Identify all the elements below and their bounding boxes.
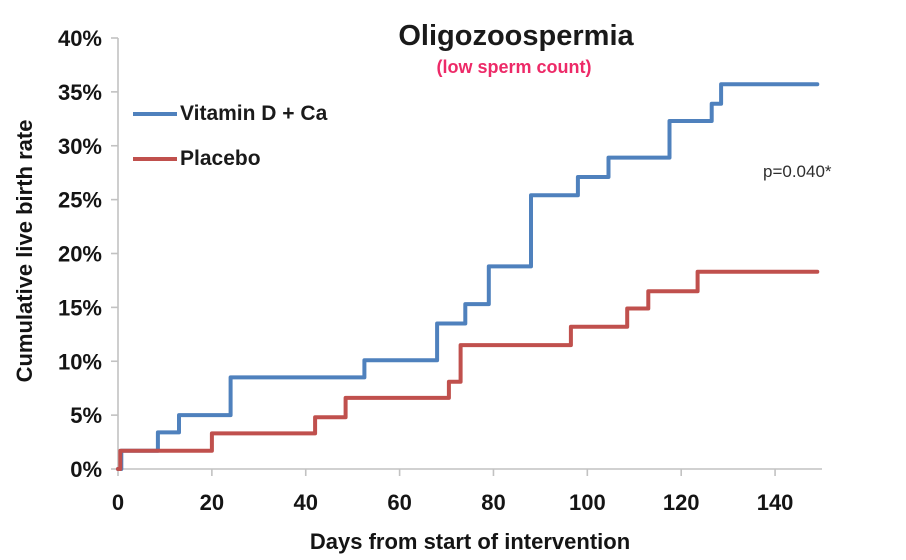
x-tick-label: 60 xyxy=(387,490,411,515)
x-tick-label: 100 xyxy=(569,490,606,515)
y-tick-label: 30% xyxy=(58,134,102,159)
y-tick-label: 35% xyxy=(58,80,102,105)
y-tick-label: 0% xyxy=(70,457,102,482)
y-tick-label: 25% xyxy=(58,188,102,213)
x-tick-label: 140 xyxy=(757,490,794,515)
legend-item-vitamin-d-ca: Vitamin D + Ca xyxy=(133,101,327,126)
y-tick-label: 15% xyxy=(58,295,102,320)
y-tick-label: 40% xyxy=(58,26,102,51)
series-line-placebo xyxy=(116,269,820,471)
legend-line-placebo xyxy=(133,156,177,161)
x-tick-label: 120 xyxy=(663,490,700,515)
p-value-annotation: p=0.040* xyxy=(763,162,832,181)
y-tick-label: 20% xyxy=(58,242,102,267)
x-tick-label: 80 xyxy=(481,490,505,515)
x-tick-label: 40 xyxy=(293,490,317,515)
x-axis-title: Days from start of intervention xyxy=(310,529,630,554)
legend-label-placebo: Placebo xyxy=(180,146,261,170)
legend-label-vitamin-d-ca: Vitamin D + Ca xyxy=(180,101,328,125)
x-tick-label: 20 xyxy=(200,490,224,515)
x-tick-label: 0 xyxy=(112,490,124,515)
y-axis-title: Cumulative live birth rate xyxy=(12,120,37,383)
y-tick-label: 5% xyxy=(70,403,102,428)
legend-item-placebo: Placebo xyxy=(133,146,261,171)
y-tick-label: 10% xyxy=(58,349,102,374)
series-line-vitamin-d-ca xyxy=(116,82,820,471)
legend-line-vitamin-d-ca xyxy=(133,111,177,116)
chart-title: Oligozoospermia xyxy=(398,20,634,52)
chart-subtitle: (low sperm count) xyxy=(436,57,592,77)
